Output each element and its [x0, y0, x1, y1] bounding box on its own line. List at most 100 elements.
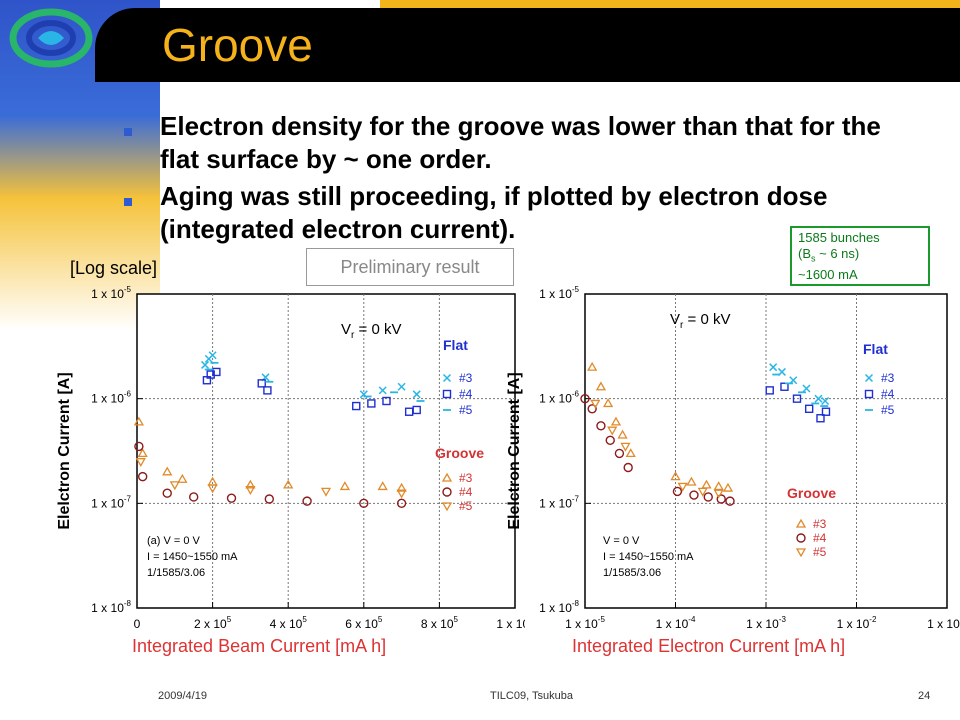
x-axis-label-electron: Integrated Electron Current [mA h]	[572, 636, 846, 656]
note-text: ~ 6 ns)	[815, 246, 860, 261]
data-point	[697, 487, 708, 497]
data-point	[207, 484, 218, 494]
note-line: 1585 bunches	[798, 230, 880, 245]
data-point	[162, 466, 173, 476]
data-point	[821, 407, 831, 416]
x-tick-label: 1 x 105	[496, 615, 525, 631]
legend-entry: #5	[813, 545, 827, 559]
data-point	[226, 493, 237, 503]
bullet-item: Aging was still proceeding, if plotted b…	[118, 180, 918, 246]
y-axis-label: Elelctron Current [A]	[56, 372, 73, 529]
data-point	[620, 442, 631, 452]
bunch-note-box: 1585 bunches (Bs ~ 6 ns) ~1600 mA	[790, 226, 930, 286]
x-tick-label: 1 x 10-4	[656, 615, 696, 631]
legend-entry: #5	[459, 403, 473, 417]
legend-marker	[442, 389, 452, 399]
data-point	[206, 370, 215, 379]
data-point	[137, 471, 148, 482]
data-point	[605, 435, 615, 446]
data-point	[602, 398, 614, 408]
data-point	[263, 386, 272, 395]
bullet-text: Aging was still proceeding, if plotted b…	[160, 181, 828, 244]
y-tick-label: 1 x 10-7	[91, 494, 131, 510]
y-tick-label: 1 x 10-6	[91, 390, 131, 406]
info-text: I = 1450~1550 mA	[603, 551, 694, 563]
data-point	[283, 479, 294, 489]
legend-entry: #3	[881, 371, 895, 385]
footer-date: 2009/4/19	[158, 690, 207, 702]
data-point	[814, 394, 823, 403]
y-tick-label: 1 x 10-6	[539, 390, 579, 406]
info-text: (a) V = 0 V	[147, 535, 201, 547]
data-point	[670, 471, 681, 481]
title-bar-accent	[380, 0, 960, 8]
info-text: I = 1450~1550 mA	[147, 551, 238, 563]
data-point	[133, 416, 145, 426]
data-point	[617, 429, 628, 439]
x-tick-label: 8 x 105	[421, 615, 459, 631]
data-point	[703, 492, 713, 502]
data-point	[302, 496, 312, 506]
data-point	[382, 396, 391, 406]
y-tick-label: 1 x 10-7	[539, 494, 579, 510]
data-point	[792, 394, 802, 403]
x-tick-label: 1 x 10-2	[837, 615, 877, 631]
note-text: (B	[798, 246, 811, 261]
legend-entry: #4	[813, 531, 827, 545]
data-point	[245, 486, 256, 496]
data-point	[396, 498, 407, 509]
data-point	[780, 382, 789, 391]
data-point	[769, 363, 778, 372]
x-tick-label: 0	[134, 617, 141, 631]
data-point	[677, 482, 688, 492]
data-point	[201, 360, 210, 369]
data-point	[412, 390, 421, 399]
x-tick-label: 2 x 105	[194, 615, 232, 631]
data-point	[725, 496, 735, 506]
data-point	[162, 488, 172, 498]
data-point	[257, 379, 266, 388]
data-point	[208, 351, 217, 360]
vr-annotation: Vr = 0 kV	[341, 321, 401, 341]
info-text: 1/1585/3.06	[603, 567, 661, 579]
legend-marker	[441, 472, 453, 482]
chart-electron-current: 1 x 10-8 1 x 10-7 1 x 10-6 1 x 10-5 1 x 10-5…	[506, 285, 960, 631]
data-point	[580, 393, 590, 404]
bullet-text: Electron density for the groove was lowe…	[160, 111, 881, 174]
x-axis-label-beam: Integrated Beam Current [mA h]	[132, 636, 387, 656]
legend-entry: #3	[459, 371, 473, 385]
x-tick-label: 6 x 105	[345, 615, 383, 631]
data-point	[264, 494, 275, 504]
data-point	[245, 479, 256, 489]
data-point	[396, 482, 407, 492]
legend-marker	[795, 548, 807, 558]
data-point	[587, 404, 597, 414]
y-tick-label: 1 x 10-5	[539, 285, 579, 301]
data-point	[713, 481, 724, 491]
y-tick-label: 1 x 10-5	[91, 285, 131, 301]
legend-entry: #4	[459, 485, 473, 499]
legend-flat-title: Flat	[863, 341, 888, 357]
legend-marker	[442, 487, 452, 497]
data-point	[135, 458, 146, 467]
legend-entry: #5	[459, 499, 473, 513]
bullet-square-icon	[124, 198, 132, 206]
info-text: 1/1585/3.06	[147, 567, 205, 579]
legend-entry: #3	[459, 471, 473, 485]
data-point	[590, 399, 601, 409]
title-bar	[95, 8, 960, 82]
data-point	[595, 381, 607, 391]
data-point	[137, 448, 148, 458]
plot-frame	[136, 293, 516, 609]
y-tick-label: 1 x 10-8	[91, 599, 131, 615]
data-point	[212, 367, 221, 377]
logo-icon	[9, 8, 93, 68]
data-point	[339, 481, 351, 491]
note-sub: s	[811, 253, 816, 264]
preliminary-result-box: Preliminary result	[306, 248, 514, 286]
data-point	[169, 481, 180, 491]
legend-marker	[442, 373, 452, 383]
info-text: V = 0 V	[603, 535, 640, 547]
data-point	[352, 401, 361, 411]
legend-entry: #3	[813, 517, 827, 531]
